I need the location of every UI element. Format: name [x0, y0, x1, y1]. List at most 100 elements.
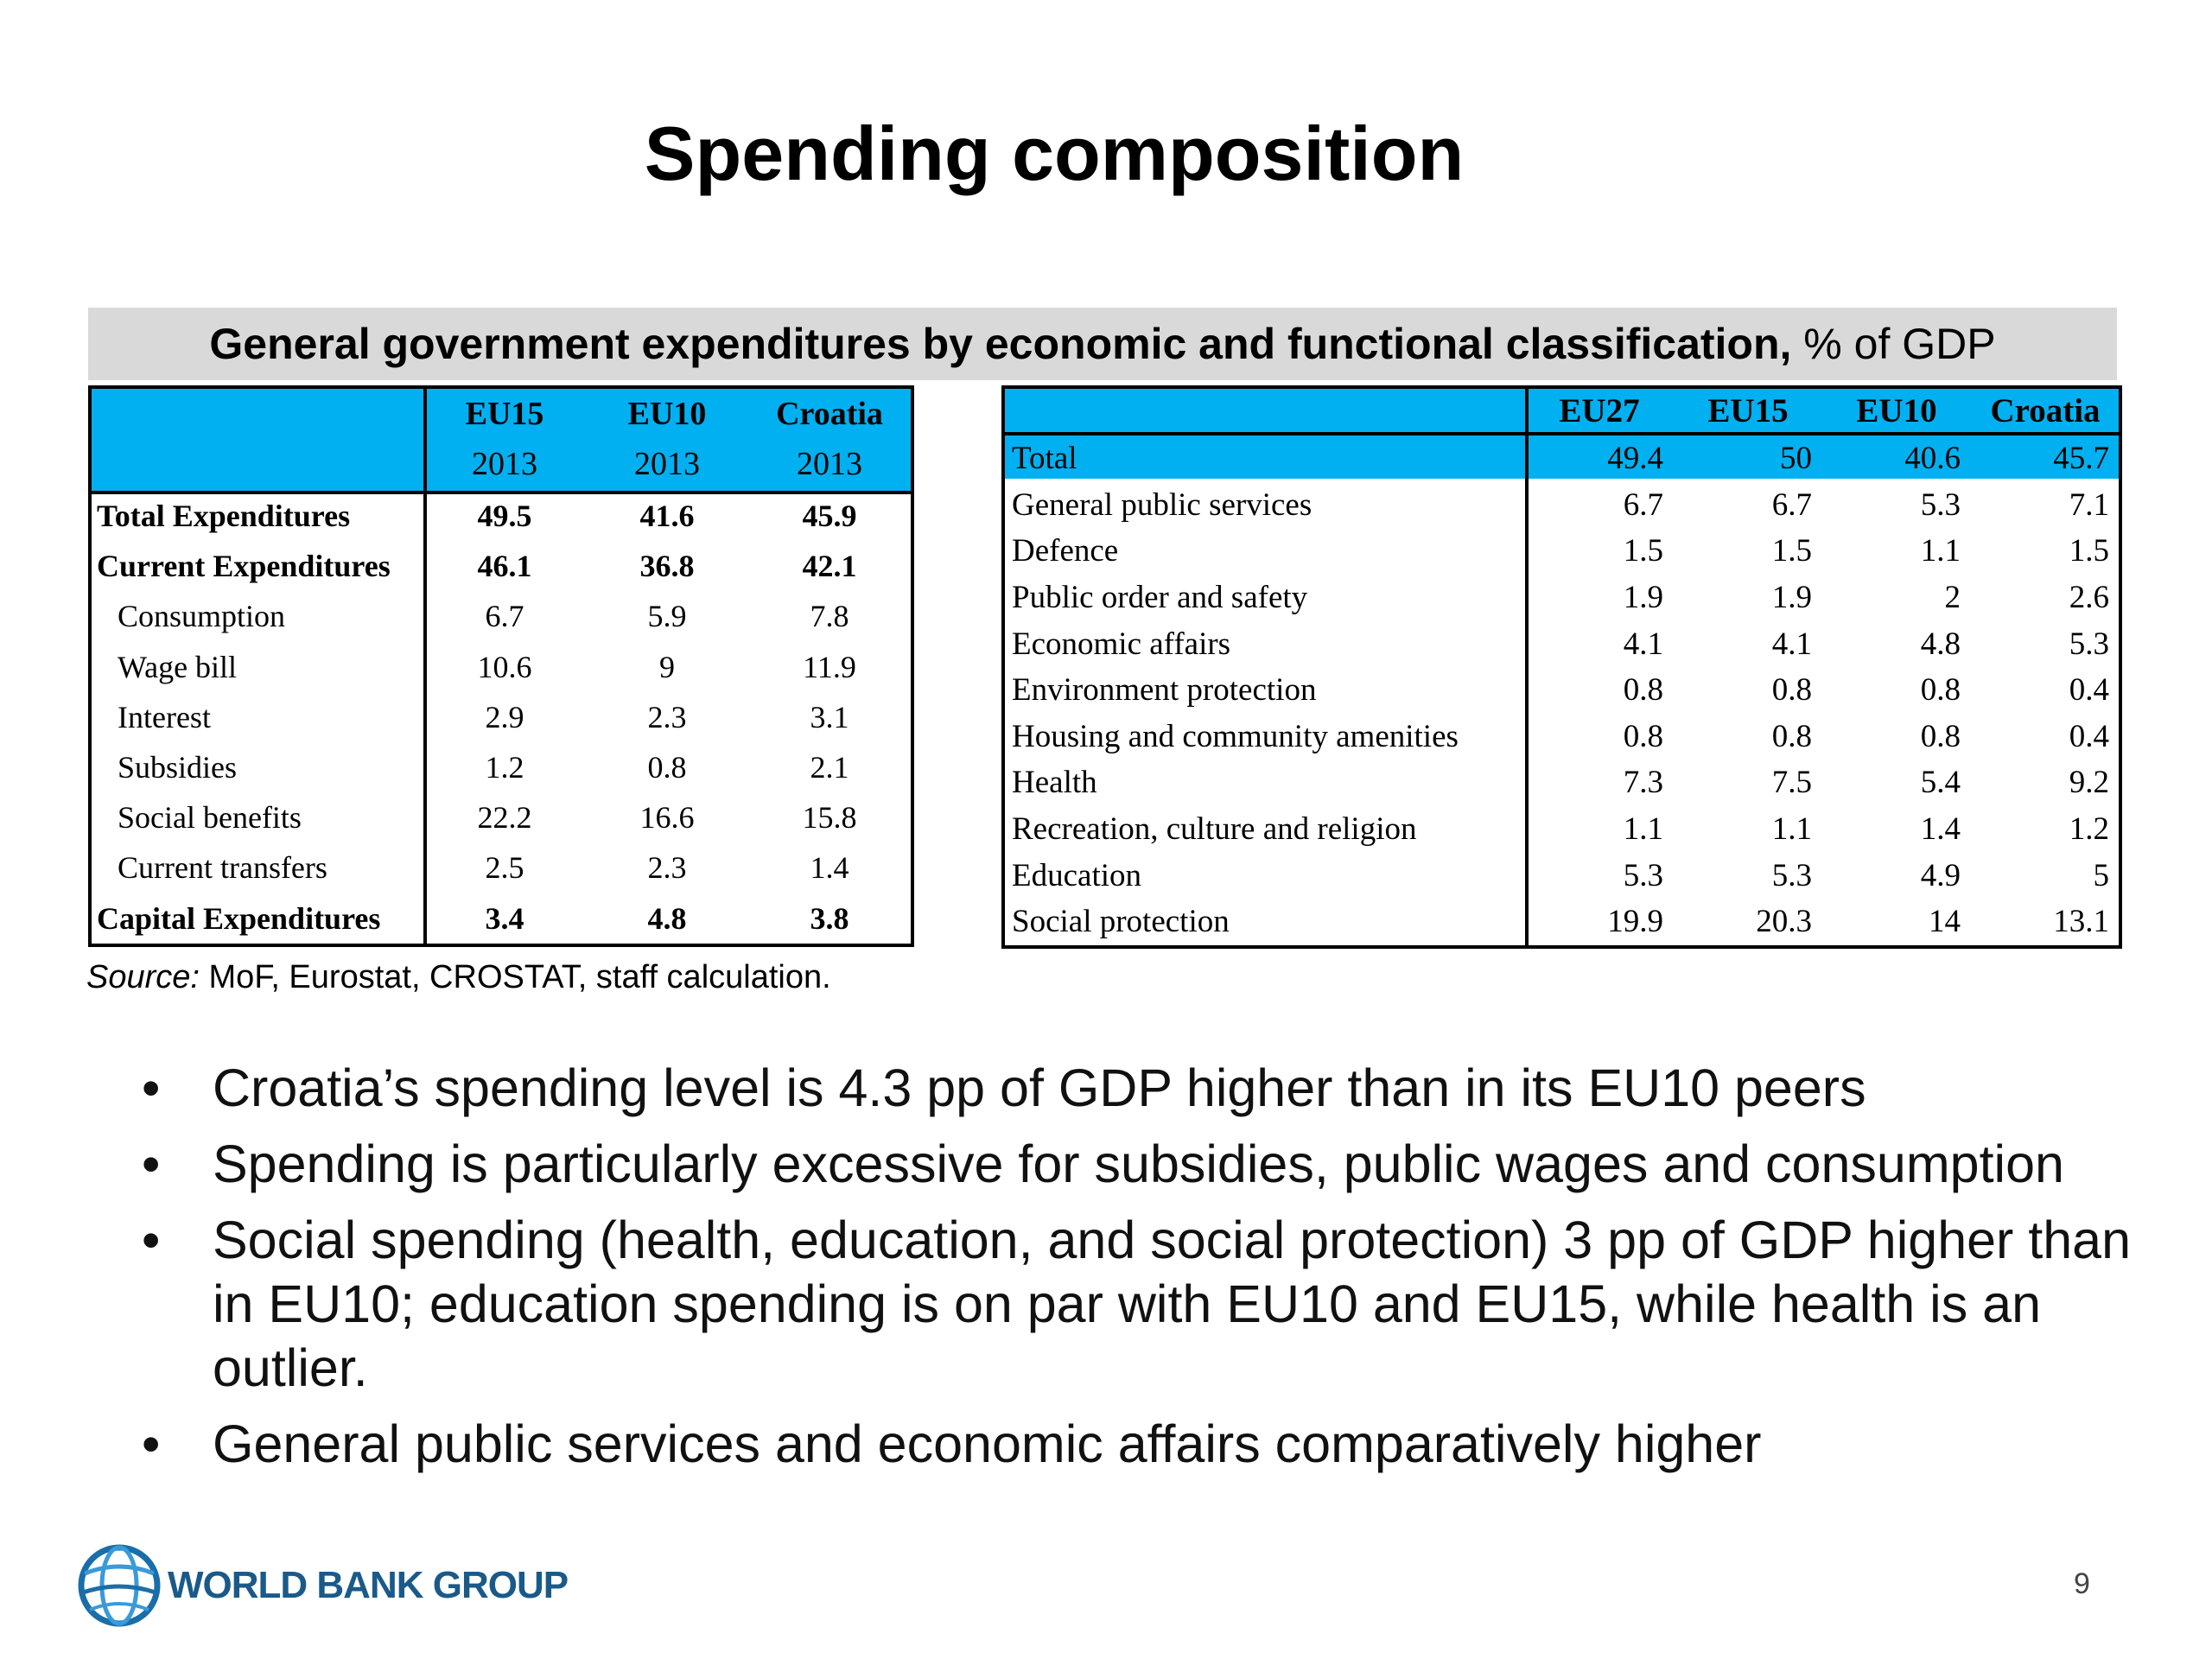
value-cell: 0.8: [1623, 718, 1663, 754]
value-cell: 1.2: [485, 750, 524, 785]
total-row: Total 49.4 50 40.6 45.7: [1005, 435, 2120, 482]
value-cell: 0.8: [1920, 672, 1961, 709]
value-cell: 0.8: [1623, 672, 1663, 709]
bullet-item: • General public services and economic af…: [130, 1412, 2160, 1476]
bullet-text: Spending is particularly excessive for s…: [213, 1135, 2064, 1193]
value-cell: 1.4: [810, 850, 849, 886]
value-cell: 16.6: [639, 800, 695, 836]
value-cell: 5.3: [2069, 626, 2109, 662]
value-cell: 0.8: [647, 750, 687, 785]
value-cell: 1.1: [1623, 811, 1663, 848]
value-cell: 20.3: [1756, 904, 1812, 940]
column-header: 2013: [797, 446, 862, 482]
value-cell: 2.1: [810, 750, 849, 785]
value-cell: 2.5: [485, 850, 524, 886]
row-label: Interest: [118, 699, 211, 734]
value-cell: 14: [1929, 904, 1961, 940]
column-header: EU27: [1559, 391, 1640, 429]
value-cell: 3.8: [810, 900, 849, 936]
value-cell: 0.8: [1920, 718, 1961, 754]
table-row: Interest 2.9 2.3 3.1: [92, 692, 911, 742]
bullet-dot: •: [142, 1211, 161, 1269]
value-cell: 46.1: [477, 549, 532, 584]
column-divider: [1525, 389, 1529, 945]
value-cell: 2: [1944, 580, 1961, 616]
value-cell: 3.1: [810, 699, 849, 734]
table-caption-banner: General government expenditures by econo…: [88, 308, 2117, 380]
column-header: EU10: [627, 396, 707, 432]
table-row: Housing and community amenities 0.8 0.8 0.8…: [1005, 714, 2120, 760]
row-label: Subsidies: [118, 750, 238, 785]
bullet-item: • Spending is particularly excessive for …: [130, 1132, 2160, 1196]
value-cell: 1.2: [2069, 811, 2109, 848]
value-cell: 11.9: [803, 649, 856, 684]
value-cell: 40.6: [1904, 441, 1961, 477]
table-header-fill: [92, 389, 911, 494]
column-header: 2013: [634, 446, 700, 482]
bullet-item: • Croatia’s spending level is 4.3 pp of G…: [130, 1056, 2160, 1120]
value-cell: 36.8: [639, 549, 695, 584]
value-cell: 3.4: [485, 900, 524, 936]
value-cell: 5: [2093, 857, 2110, 893]
caption-unit-text: % of GDP: [1791, 320, 1996, 368]
value-cell: 9: [659, 649, 675, 684]
row-label: Education: [1012, 857, 1142, 893]
value-cell: 5.9: [647, 599, 687, 634]
row-label: Consumption: [118, 599, 286, 634]
value-cell: 13.1: [2053, 904, 2109, 940]
value-cell: 0.4: [2069, 718, 2109, 754]
row-label: Total: [1012, 441, 1077, 477]
economic-classification-table: EU15 EU10 Croatia 2013 2013 2013 Total Expendi…: [88, 385, 914, 947]
value-cell: 50: [1780, 441, 1812, 477]
table-header-row: EU27 EU15 EU10 Croatia: [1005, 389, 2120, 432]
bullet-text: Croatia’s spending level is 4.3 pp of GD…: [213, 1058, 1866, 1117]
value-cell: 1.4: [1920, 811, 1961, 848]
column-header: 2013: [472, 446, 537, 482]
source-note: Source: MoF, Eurostat, CROSTAT, staff ca…: [86, 959, 831, 996]
value-cell: 10.6: [477, 649, 532, 684]
logo-text: WORLD BANK GROUP: [168, 1564, 569, 1606]
bullet-list: • Croatia’s spending level is 4.3 pp of G…: [130, 1056, 2160, 1488]
value-cell: 49.5: [477, 499, 532, 534]
total-row-fill: [1005, 435, 2119, 479]
table-row: Subsidies 1.2 0.8 2.1: [92, 742, 911, 792]
table-row: Education 5.3 5.3 4.9 5: [1005, 852, 2120, 899]
table-row: General public services 6.7 6.7 5.3 7.1: [1005, 482, 2120, 529]
column-header: EU10: [1856, 391, 1937, 429]
value-cell: 41.6: [639, 499, 695, 534]
row-label: Recreation, culture and religion: [1012, 811, 1417, 848]
value-cell: 19.9: [1607, 904, 1663, 940]
value-cell: 4.1: [1623, 626, 1663, 662]
row-label: General public services: [1012, 486, 1313, 523]
value-cell: 1.5: [2069, 533, 2109, 569]
value-cell: 6.7: [485, 599, 524, 634]
row-label: Defence: [1012, 533, 1119, 569]
value-cell: 0.8: [1771, 718, 1812, 754]
table-row: Public order and safety 1.9 1.9 2 2.6: [1005, 575, 2120, 621]
value-cell: 6.7: [1771, 486, 1812, 523]
row-label: Current Expenditures: [97, 549, 391, 584]
table-row: Economic affairs 4.1 4.1 4.8 5.3: [1005, 620, 2120, 667]
row-label: Wage bill: [118, 649, 238, 684]
table-row: Capital Expenditures 3.4 4.8 3.8: [92, 893, 911, 944]
row-label: Health: [1012, 765, 1097, 801]
value-cell: 7.8: [810, 599, 849, 634]
value-cell: 0.8: [1771, 672, 1812, 709]
value-cell: 4.9: [1920, 857, 1961, 893]
row-label: Capital Expenditures: [97, 900, 381, 936]
bullet-item: • Social spending (health, education, and…: [130, 1208, 2160, 1400]
value-cell: 1.9: [1623, 580, 1663, 616]
value-cell: 2.3: [647, 850, 687, 886]
value-cell: 9.2: [2069, 765, 2109, 801]
value-cell: 5.3: [1771, 857, 1812, 893]
table-row: Environment protection 0.8 0.8 0.8 0.4: [1005, 667, 2120, 714]
value-cell: 1.5: [1623, 533, 1663, 569]
world-bank-logo: WORLD BANK GROUP: [76, 1542, 569, 1629]
caption-bold-text: General government expenditures by econo…: [209, 320, 1792, 368]
value-cell: 0.4: [2069, 672, 2109, 709]
row-label: Social benefits: [118, 800, 302, 836]
value-cell: 2.3: [647, 699, 687, 734]
table-row: Recreation, culture and religion 1.1 1.1 1.…: [1005, 806, 2120, 853]
row-label: Social protection: [1012, 904, 1230, 940]
row-label: Public order and safety: [1012, 580, 1308, 616]
